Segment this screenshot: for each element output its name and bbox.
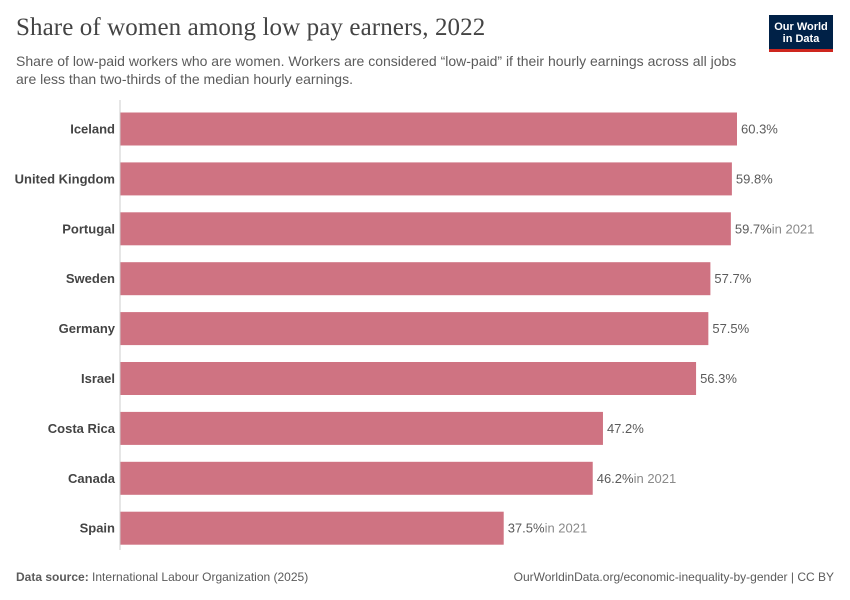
- category-label: Germany: [59, 321, 116, 336]
- value-label: 57.7%: [714, 271, 751, 286]
- logo-line-1: Our World: [774, 21, 828, 33]
- footer-url[interactable]: OurWorldinData.org/economic-inequality-b…: [513, 570, 834, 584]
- bar: [120, 411, 603, 445]
- value-label: 59.7%: [735, 221, 772, 236]
- value-label: 46.2%: [597, 471, 634, 486]
- category-label: United Kingdom: [15, 171, 115, 186]
- data-source: Data source: International Labour Organi…: [16, 570, 308, 584]
- year-note: in 2021: [634, 471, 677, 486]
- category-label: Iceland: [70, 122, 115, 137]
- category-label: Sweden: [66, 271, 115, 286]
- chart-title: Share of women among low pay earners, 20…: [16, 14, 486, 41]
- bar: [120, 362, 697, 395]
- chart-subtitle: Share of low-paid workers who are women.…: [16, 53, 737, 87]
- bar: [120, 262, 711, 296]
- category-label: Portugal: [62, 221, 115, 236]
- bar-chart: Iceland 60.3% United Kingdom 59.8% Portugal 5…: [15, 100, 815, 550]
- value-label: 56.3%: [700, 371, 737, 386]
- value-label: 60.3%: [741, 122, 778, 137]
- category-label: Costa Rica: [48, 421, 116, 436]
- bar: [120, 312, 709, 346]
- data-source-link[interactable]: International Labour Organization (2025): [92, 570, 309, 584]
- category-label: Israel: [81, 371, 115, 386]
- category-label: Canada: [68, 471, 116, 486]
- data-source-label: Data source:: [16, 570, 89, 584]
- value-label: 47.2%: [607, 421, 644, 436]
- bar: [120, 162, 732, 196]
- value-label: 37.5%: [508, 521, 545, 536]
- value-label: 59.8%: [736, 171, 773, 186]
- logo-line-2: in Data: [782, 33, 820, 45]
- year-note: in 2021: [545, 521, 588, 536]
- year-note: in 2021: [772, 221, 815, 236]
- value-label: 57.5%: [712, 321, 749, 336]
- owid-logo[interactable]: Our World in Data: [769, 15, 833, 52]
- category-label: Spain: [80, 521, 115, 536]
- bar: [120, 461, 593, 495]
- bar: [120, 511, 504, 545]
- bar: [120, 212, 731, 246]
- bar: [120, 112, 737, 146]
